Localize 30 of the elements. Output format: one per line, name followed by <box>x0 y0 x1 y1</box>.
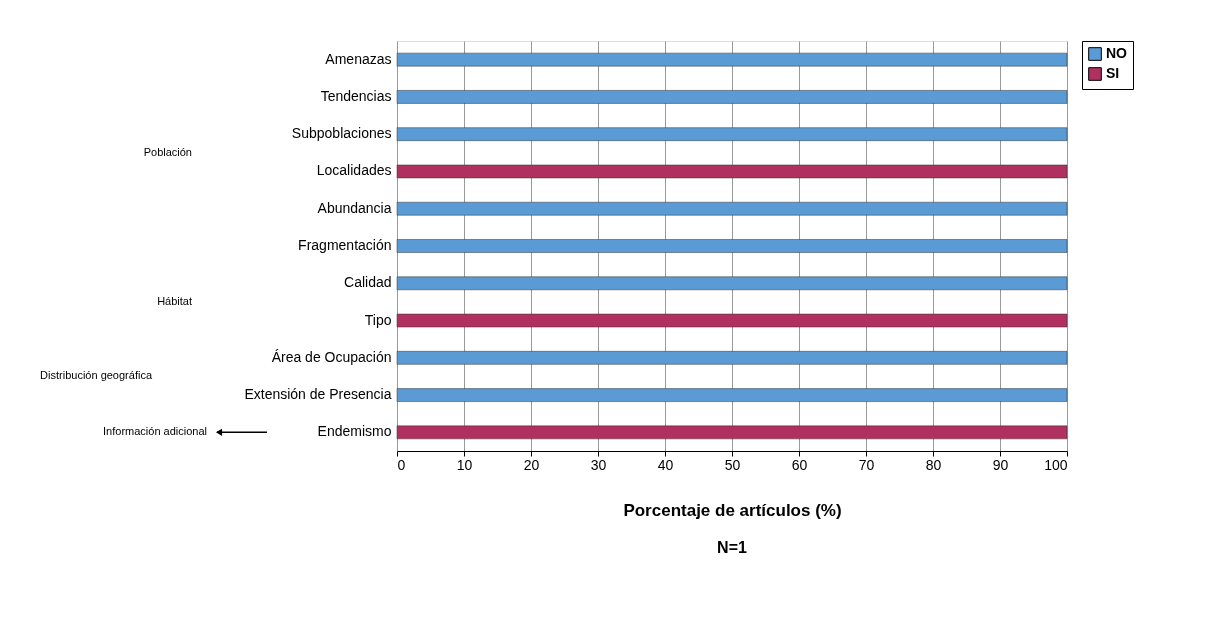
text: Distribución geográfica <box>40 369 153 382</box>
y-tick-label: Extensión de Presencia <box>244 386 392 403</box>
text: N=1 <box>717 539 747 556</box>
x-axis-title: Porcentaje de artículos (%) <box>623 500 842 520</box>
y-tick-label: Área de Ocupación <box>271 348 392 365</box>
y-tick-label: Localidades <box>316 162 392 179</box>
y-tick-label: Abundancia <box>317 199 392 216</box>
y-tick-label: Amenazas <box>325 50 392 67</box>
x-tick-label: 60 <box>791 456 808 473</box>
text: Hábitat <box>157 294 192 307</box>
x-tick-label: 40 <box>657 456 674 473</box>
legend-label: NO <box>1106 45 1128 61</box>
text: Información adicional <box>103 425 207 438</box>
x-tick-label: 100 <box>1044 456 1068 473</box>
x-tick-label: 20 <box>523 456 540 473</box>
x-tick-label: 90 <box>992 456 1009 473</box>
y-tick-label: Tendencias <box>320 87 392 104</box>
x-tick-label: 30 <box>590 456 607 473</box>
x-tick-label: 70 <box>858 456 875 473</box>
legend-label: SI <box>1106 65 1120 81</box>
x-tick-label: 50 <box>724 456 741 473</box>
y-tick-label: Tipo <box>364 311 392 328</box>
x-tick-label: 80 <box>925 456 942 473</box>
y-tick-label: Endemismo <box>317 423 392 440</box>
y-tick-label: Fragmentación <box>298 237 392 253</box>
x-tick-label: 10 <box>456 456 473 473</box>
x-tick-label: 0 <box>397 456 406 473</box>
text: Población <box>143 145 192 158</box>
y-tick-label: Calidad <box>344 274 392 291</box>
y-tick-label: Subpoblaciones <box>291 125 392 142</box>
